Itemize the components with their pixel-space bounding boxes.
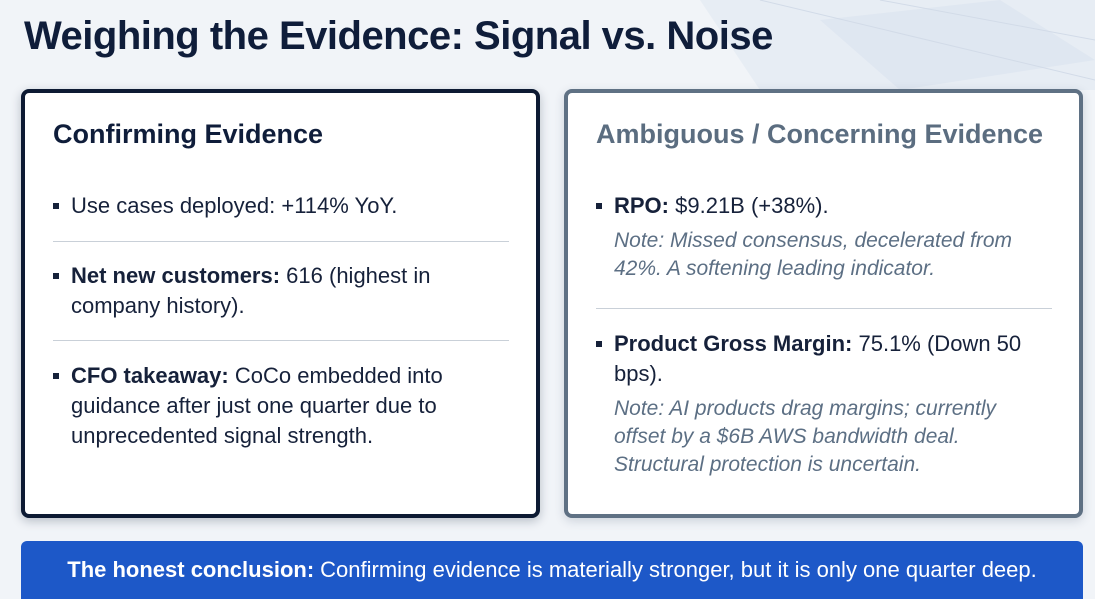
item-text: Use cases deployed: +114% YoY.: [71, 193, 398, 218]
conclusion-text: Confirming evidence is materially strong…: [320, 557, 1037, 582]
item-note: Note: AI products drag margins; currentl…: [614, 397, 997, 476]
divider: [596, 308, 1052, 309]
list-item: Product Gross Margin: 75.1% (Down 50 bps…: [596, 329, 1036, 479]
conclusion-banner: The honest conclusion: Confirming eviden…: [21, 541, 1083, 599]
confirming-heading: Confirming Evidence: [53, 119, 324, 149]
item-text: CoCo embedded into guidance after just o…: [71, 363, 443, 448]
list-item: Net new customers: 616 (highest in compa…: [53, 261, 493, 321]
concerning-heading: Ambiguous / Concerning Evidence: [596, 119, 1044, 149]
item-label: CFO takeaway:: [71, 363, 235, 388]
list-item: RPO: $9.21B (+38%). Note: Missed consens…: [596, 191, 1056, 283]
divider: [53, 340, 509, 341]
bullet-icon: [596, 203, 602, 209]
list-item: Use cases deployed: +114% YoY.: [53, 191, 513, 221]
item-label: Product Gross Margin:: [614, 331, 859, 356]
item-text: $9.21B (+38%).: [675, 193, 829, 218]
conclusion-label: The honest conclusion:: [67, 557, 315, 582]
item-text: 616 (highest in company history).: [71, 263, 431, 318]
item-label: RPO:: [614, 193, 676, 218]
concerning-evidence-card: Ambiguous / Concerning Evidence RPO: $9.…: [564, 89, 1083, 518]
item-label: Net new customers:: [71, 263, 287, 288]
bullet-icon: [53, 273, 59, 279]
divider: [53, 241, 509, 242]
bullet-icon: [53, 373, 59, 379]
page-title: Weighing the Evidence: Signal vs. Noise: [24, 14, 773, 58]
bullet-icon: [53, 203, 59, 209]
item-note: Note: Missed consensus, decelerated from…: [614, 229, 1013, 280]
confirming-evidence-card: Confirming Evidence Use cases deployed: …: [21, 89, 540, 518]
bullet-icon: [596, 341, 602, 347]
list-item: CFO takeaway: CoCo embedded into guidanc…: [53, 361, 503, 451]
item-text: 75.1% (Down 50 bps).: [614, 331, 1022, 386]
